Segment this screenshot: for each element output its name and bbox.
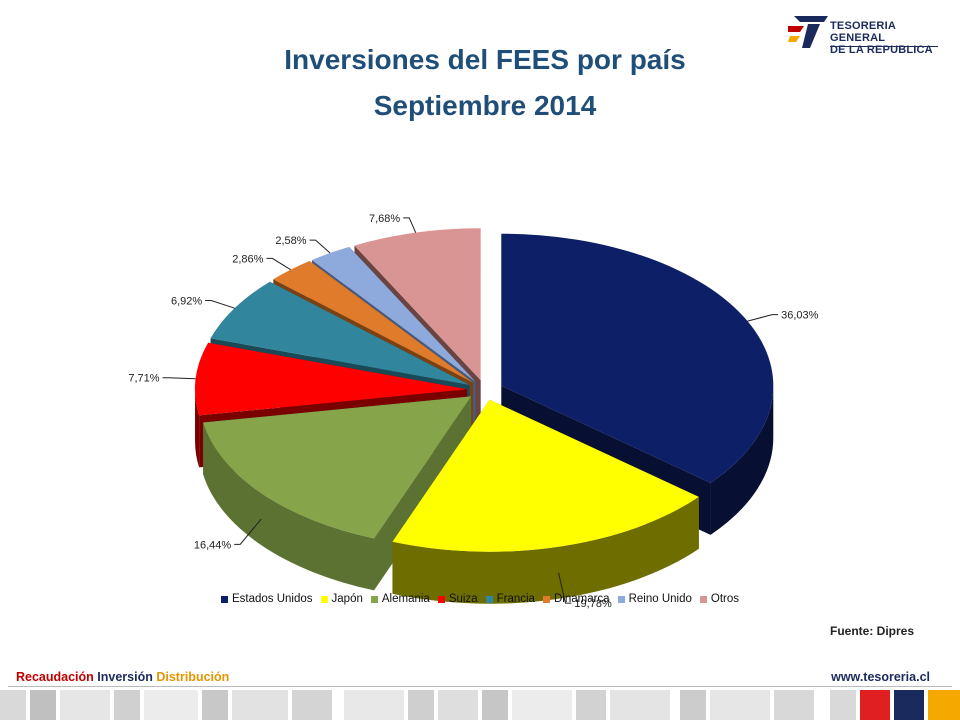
legend-swatch bbox=[320, 595, 328, 603]
leader-line bbox=[558, 572, 572, 604]
slice-top bbox=[210, 281, 470, 385]
leader-line bbox=[205, 300, 235, 309]
source-note: Fuente: Dipres bbox=[830, 624, 915, 638]
footer-url: www.tesoreria.cl bbox=[831, 670, 930, 684]
slice-top bbox=[392, 399, 699, 552]
legend-item: Dinamarca bbox=[542, 593, 610, 605]
footer-tagline: Recaudación Inversión Distribución bbox=[16, 670, 229, 684]
data-label: 6,92% bbox=[171, 296, 202, 308]
slice-side bbox=[195, 389, 200, 468]
logo-mark-icon bbox=[788, 16, 828, 48]
footer-word-2: Inversión bbox=[97, 670, 153, 684]
data-label: 7,71% bbox=[128, 373, 159, 385]
legend-item: Japón bbox=[320, 593, 363, 605]
legend-item: Reino Unido bbox=[617, 593, 692, 605]
footer-blocks bbox=[0, 690, 960, 720]
logo: TESORERIA GENERAL DE LA REPUBLICA bbox=[788, 12, 948, 56]
legend-label: Dinamarca bbox=[553, 593, 610, 605]
logo-line-1: TESORERIA GENERAL bbox=[830, 20, 896, 44]
legend-label: Francia bbox=[496, 593, 535, 605]
logo-text: TESORERIA GENERAL DE LA REPUBLICA bbox=[830, 20, 948, 56]
leader-line bbox=[162, 377, 196, 380]
legend-label: Estados Unidos bbox=[231, 593, 313, 605]
legend-label: Suiza bbox=[448, 593, 478, 605]
pie-slice-japon bbox=[392, 399, 699, 604]
legend-label: Otros bbox=[710, 593, 739, 605]
slice-side bbox=[710, 385, 774, 535]
slice-side bbox=[203, 422, 375, 591]
footer-rule bbox=[8, 686, 952, 687]
legend-swatch bbox=[437, 595, 445, 603]
legend-item: Otros bbox=[699, 593, 739, 605]
data-label: 36,03% bbox=[781, 310, 819, 322]
leader-line bbox=[403, 217, 417, 233]
legend-item: Francia bbox=[485, 593, 535, 605]
legend-swatch bbox=[542, 595, 550, 603]
slice-top bbox=[501, 233, 774, 483]
legend-item: Alemania bbox=[370, 593, 430, 605]
legend-swatch bbox=[485, 595, 493, 603]
slice-top bbox=[273, 261, 473, 383]
data-label: 19,78% bbox=[574, 598, 612, 610]
legend-label: Alemania bbox=[381, 593, 430, 605]
slice-top bbox=[195, 342, 468, 416]
legend-item: Suiza bbox=[437, 593, 478, 605]
legend-swatch bbox=[617, 595, 625, 603]
logo-line-2: DE LA REPUBLICA bbox=[830, 44, 933, 56]
footer-word-3: Distribución bbox=[156, 670, 230, 684]
chart-subtitle: Septiembre 2014 bbox=[373, 90, 597, 121]
slice-top bbox=[354, 228, 481, 381]
footer-word-1: Recaudación bbox=[16, 670, 94, 684]
legend-label: Japón bbox=[331, 593, 363, 605]
logo-rule bbox=[830, 46, 938, 47]
data-label: 2,58% bbox=[275, 235, 306, 247]
leader-line bbox=[747, 314, 779, 322]
data-label: 7,68% bbox=[369, 213, 400, 225]
legend-label: Reino Unido bbox=[628, 593, 692, 605]
legend-swatch bbox=[699, 595, 707, 603]
legend-swatch bbox=[220, 595, 228, 603]
leader-line bbox=[234, 518, 262, 545]
chart-legend: Estados Unidos Japón Alemania Suiza Francia D… bbox=[0, 593, 960, 605]
slice-top bbox=[311, 246, 476, 382]
slice-top bbox=[203, 396, 472, 539]
leader-line bbox=[309, 239, 331, 254]
slice-side bbox=[392, 496, 699, 604]
legend-item: Estados Unidos bbox=[220, 593, 313, 605]
leader-line bbox=[266, 257, 291, 271]
chart-title: Inversiones del FEES por país bbox=[284, 44, 686, 75]
data-label: 16,44% bbox=[194, 539, 232, 551]
legend-swatch bbox=[370, 595, 378, 603]
data-label: 2,86% bbox=[232, 253, 263, 265]
